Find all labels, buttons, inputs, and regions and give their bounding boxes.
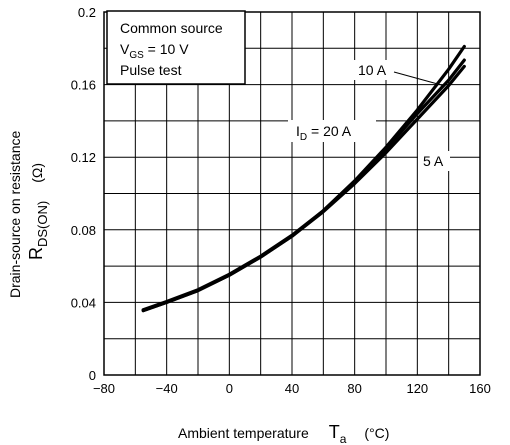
conditions-line3: Pulse test bbox=[120, 62, 182, 78]
y-tick-label: 0.12 bbox=[71, 150, 96, 165]
label-bg-10a bbox=[352, 60, 394, 80]
conditions-box: Common source VGS = 10 V Pulse test bbox=[106, 10, 246, 85]
x-tick-label: −80 bbox=[93, 381, 115, 396]
conditions-vgs-value: = 10 V bbox=[144, 41, 189, 57]
y-tick-label: 0.08 bbox=[71, 223, 96, 238]
label-20a-symbol: I bbox=[296, 123, 300, 139]
y-axis-unit: (Ω) bbox=[29, 163, 45, 183]
label-bg-20a bbox=[288, 120, 376, 142]
label-10a: 10 A bbox=[358, 62, 387, 78]
x-axis-title-text: Ambient temperature bbox=[178, 425, 309, 441]
x-tick-label: 0 bbox=[226, 381, 233, 396]
series-line-2 bbox=[141, 64, 466, 313]
y-axis-symbol-sub: DS(ON) bbox=[35, 201, 50, 247]
plot-frame bbox=[103, 11, 481, 376]
conditions-frame bbox=[106, 10, 246, 85]
conditions-vgs-symbol: V bbox=[120, 41, 130, 57]
tick-labels: −80 −40 0 40 80 120 160 0 0.04 0.08 0.12 0.16 0.2 bbox=[71, 5, 491, 396]
conditions-vgs-sub: GS bbox=[129, 50, 144, 61]
y-tick-label: 0.04 bbox=[71, 295, 96, 310]
label-20a-value: = 20 A bbox=[307, 123, 352, 139]
curves bbox=[141, 44, 466, 313]
x-axis-unit: (°C) bbox=[364, 425, 389, 441]
x-axis-title: Ambient temperature Ta (°C) bbox=[178, 422, 389, 445]
x-tick-label: 80 bbox=[347, 381, 361, 396]
x-axis-symbol-sub: a bbox=[340, 432, 347, 445]
label-20a-sub: D bbox=[300, 132, 307, 143]
x-tick-label: 120 bbox=[406, 381, 428, 396]
label-20a: ID = 20 A bbox=[296, 123, 352, 143]
y-tick-label: 0 bbox=[89, 368, 96, 383]
y-tick-label: 0.2 bbox=[78, 5, 96, 20]
series-line-0 bbox=[141, 44, 466, 313]
conditions-line1: Common source bbox=[120, 20, 223, 36]
label-5a: 5 A bbox=[423, 153, 444, 169]
series-line-1 bbox=[141, 58, 466, 312]
x-tick-label: −40 bbox=[156, 381, 178, 396]
y-axis-symbol: R bbox=[26, 247, 46, 260]
y-axis-title-line2: RDS(ON) (Ω) bbox=[26, 163, 50, 260]
label-bg-5a bbox=[418, 151, 450, 171]
y-tick-label: 0.16 bbox=[71, 78, 96, 93]
x-tick-label: 40 bbox=[285, 381, 299, 396]
conditions-line2: VGS = 10 V bbox=[120, 41, 189, 61]
x-tick-label: 160 bbox=[469, 381, 491, 396]
x-axis-symbol: T bbox=[329, 422, 340, 442]
leader-10a bbox=[393, 71, 446, 87]
y-axis-title-line1: Drain-source on resistance bbox=[7, 130, 23, 298]
curve-annotations: 10 A ID = 20 A 5 A bbox=[288, 60, 450, 171]
